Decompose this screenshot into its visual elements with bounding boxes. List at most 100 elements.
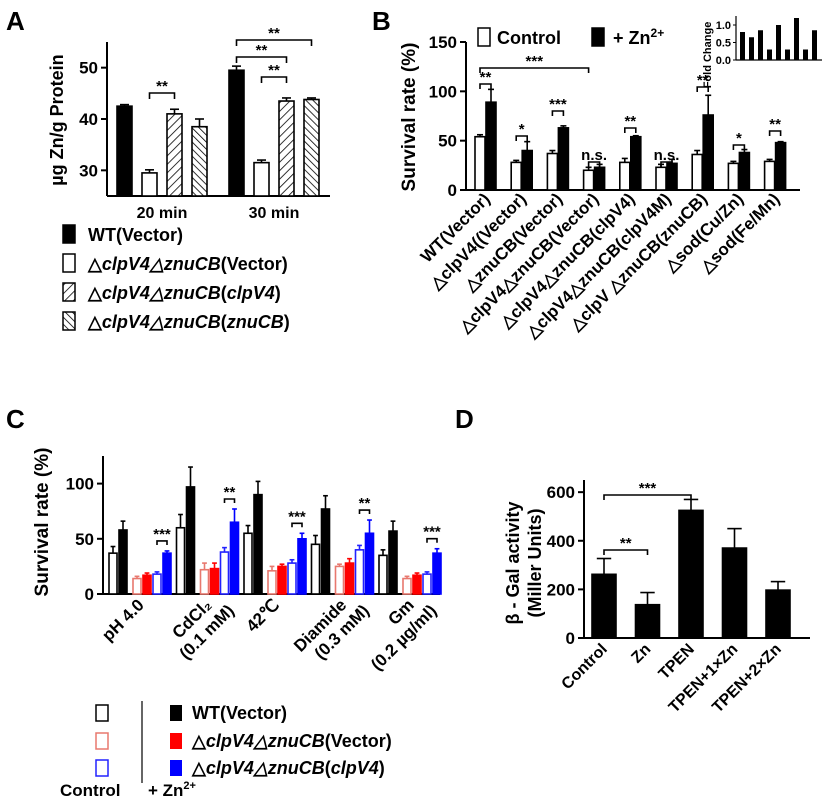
bar — [702, 114, 715, 191]
x-tick-label: Control — [559, 641, 611, 693]
legend-c-swatch-wt-control — [95, 704, 109, 722]
bar — [655, 166, 667, 191]
bar — [253, 161, 270, 197]
bar — [118, 529, 128, 595]
significance-bracket — [732, 144, 746, 150]
bar — [593, 166, 606, 191]
bar — [402, 577, 412, 595]
legend-c-label-vector: △clpV4△znuCB(Vector) — [191, 731, 392, 751]
bar — [388, 530, 398, 595]
significance-bracket — [426, 537, 438, 543]
bar — [422, 573, 432, 595]
y-axis-title-units: (Miller Units) — [525, 508, 545, 617]
significance-bracket — [696, 86, 709, 92]
significance-label: *** — [639, 480, 657, 497]
legend-c-footer-control: Control — [60, 781, 120, 800]
significance-label: * — [519, 121, 525, 138]
y-tick-label: 0 — [85, 585, 94, 604]
x-tick-label: Diamide(0.3 mM) — [290, 587, 373, 670]
bar — [310, 543, 321, 595]
bar — [546, 152, 559, 191]
significance-label: ** — [256, 42, 268, 59]
y-tick-label: 600 — [547, 483, 575, 502]
y-tick-label: 150 — [429, 33, 457, 52]
panel-label-d: D — [455, 404, 474, 434]
bar — [267, 570, 277, 595]
y-tick-label: 50 — [438, 132, 457, 151]
bar — [721, 547, 748, 639]
bar — [618, 161, 631, 191]
bar — [629, 135, 642, 191]
bar — [634, 603, 661, 639]
bar — [278, 100, 295, 197]
legend-a-swatch-vector — [62, 253, 76, 273]
bar — [191, 125, 208, 197]
bar — [199, 568, 210, 595]
significance-label: ** — [268, 62, 280, 79]
y-tick-label: 400 — [547, 532, 575, 551]
legend-b-label-control: Control — [497, 28, 561, 48]
significance-bracket — [587, 161, 601, 167]
significance-label: ** — [359, 495, 371, 512]
x-tick-label: Zn — [628, 641, 654, 667]
significance-bracket — [624, 127, 637, 133]
significance-label: *** — [526, 53, 544, 70]
bar — [485, 101, 497, 191]
bar — [582, 169, 595, 191]
inset-bar — [767, 49, 772, 60]
bar — [774, 141, 787, 191]
inset-y-axis-title: Fold Change — [702, 22, 714, 89]
x-tick-label-line: 42℃ — [243, 595, 283, 635]
x-tick-label: Gm(0.2 µg/ml) — [353, 587, 440, 674]
y-tick-label: 200 — [547, 580, 575, 599]
x-tick-label: 30 min — [249, 205, 300, 222]
y-tick-label: 30 — [79, 161, 98, 180]
panel-label-b: B — [372, 6, 391, 36]
significance-label: ** — [620, 535, 632, 552]
y-tick-label: 100 — [429, 82, 457, 101]
inset-bar — [749, 37, 754, 60]
bar — [175, 526, 186, 595]
y-tick-label: 100 — [66, 475, 94, 494]
x-tick-label: 20 min — [137, 205, 188, 222]
bar — [162, 552, 172, 595]
bar — [108, 552, 118, 595]
bar — [334, 565, 345, 595]
chart-d: 0 200 400 600 β - Gal activity (Miller Units)… — [503, 480, 810, 716]
bar — [277, 565, 287, 595]
y-tick-label: 40 — [79, 110, 98, 129]
bar — [378, 554, 388, 595]
bar — [765, 589, 791, 639]
y-axis-title: µg Zn/g Protein — [47, 54, 67, 185]
bar — [219, 551, 230, 595]
bar — [738, 151, 751, 191]
x-tick-label: 42℃ — [243, 595, 283, 635]
bar — [287, 562, 297, 595]
bar — [141, 172, 158, 197]
bar — [521, 149, 534, 191]
significance-bracket — [260, 76, 288, 83]
significance-label: ** — [268, 25, 280, 42]
significance-label: n.s. — [581, 147, 607, 164]
inset-bar — [803, 49, 808, 60]
y-axis-title: Survival rate (%) — [32, 448, 53, 597]
legend-c: WT(Vector) △clpV4△znuCB(Vector) △clpV4△z… — [60, 701, 392, 800]
panel-label-a: A — [6, 6, 25, 36]
significance-bracket — [551, 110, 565, 116]
bar — [229, 521, 240, 595]
inset-bar — [812, 30, 817, 60]
bar — [666, 162, 678, 191]
bar — [297, 537, 307, 595]
legend-c-footer-zn: + Zn2+ — [148, 780, 196, 800]
y-tick-label: 50 — [75, 530, 94, 549]
bar — [320, 508, 331, 595]
bar — [116, 105, 133, 197]
significance-bracket — [148, 92, 176, 99]
significance-label: *** — [423, 524, 441, 541]
significance-label: *** — [549, 96, 567, 113]
bar — [763, 160, 776, 191]
significance-bracket — [235, 39, 313, 46]
significance-label: ** — [156, 78, 168, 95]
